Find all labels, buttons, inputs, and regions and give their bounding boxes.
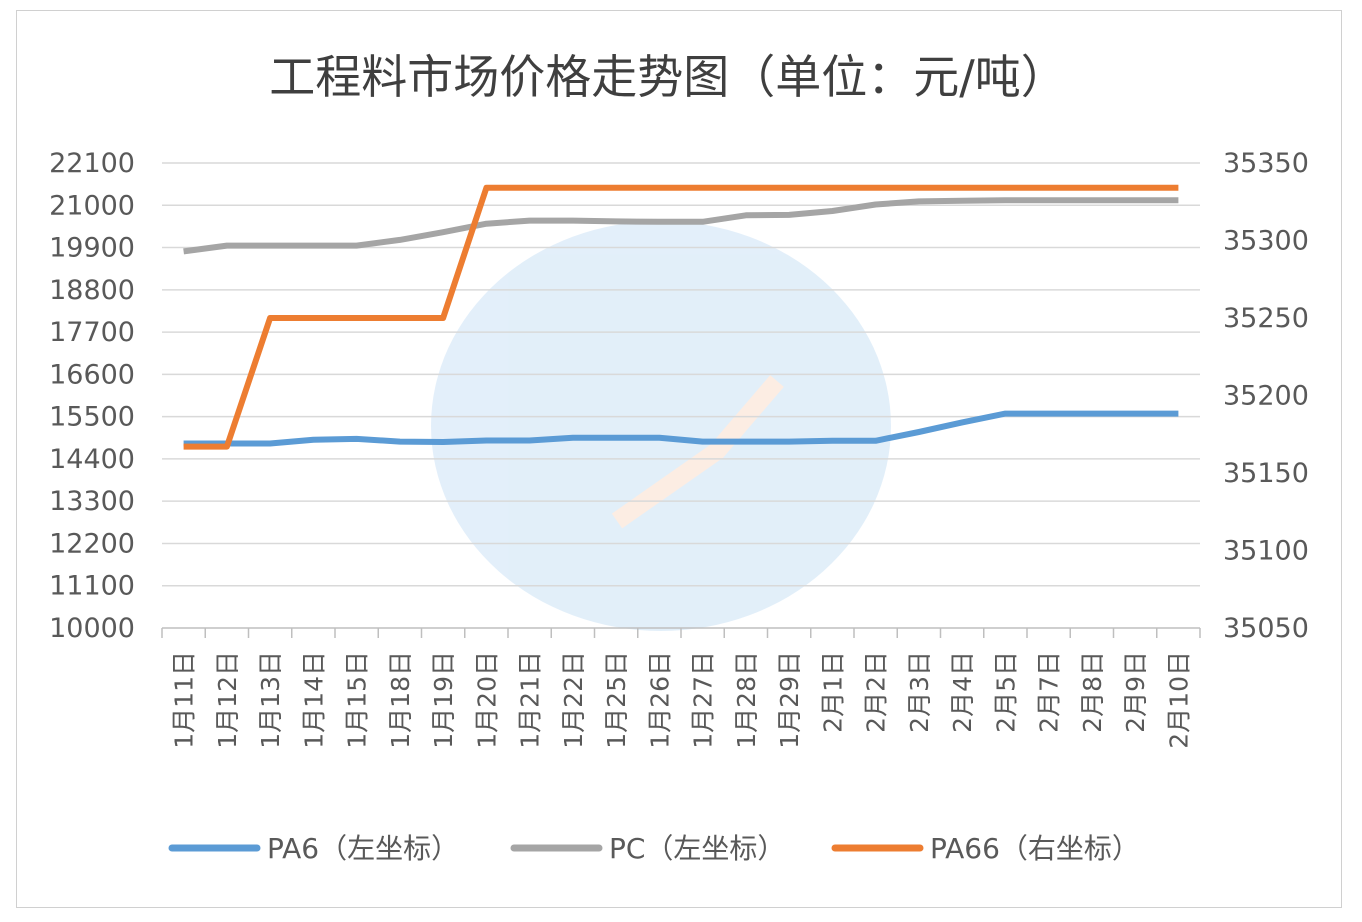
x-tick-label: 1月22日 [559,651,588,749]
x-tick-label: 1月18日 [386,651,415,749]
right-tick-label: 35050 [1223,613,1309,644]
left-tick-label: 11100 [49,571,135,602]
left-axis-ticks: 10000 11100 12200 13300 14400 15500 16600 17700… [49,148,135,644]
left-tick-label: 15500 [49,402,135,433]
x-tick-label: 1月27日 [689,651,718,749]
right-tick-label: 35300 [1223,226,1309,257]
left-tick-label: 19900 [49,233,135,264]
left-tick-label: 14400 [49,444,135,475]
x-tick-label: 1月13日 [256,651,285,749]
right-tick-label: 35100 [1223,536,1309,567]
x-axis: 1月11日 1月12日 1月13日 1月14日 1月15日 1月18日 1月19日 1月20日… [161,628,1201,749]
x-tick-label: 1月21日 [516,651,545,749]
left-tick-label: 16600 [49,359,135,390]
x-tick-label: 2月10日 [1164,651,1193,749]
right-axis-ticks: 35050 35100 35150 35200 35250 35300 35350 [1223,148,1309,644]
chart-title: 工程料市场价格走势图（单位：元/吨） [269,50,1067,104]
x-tick-label: 2月8日 [1078,651,1107,733]
right-tick-label: 35200 [1223,381,1309,412]
left-tick-label: 18800 [49,275,135,306]
x-tick-label: 1月29日 [775,651,804,749]
series-line-2 [183,184,1179,450]
left-tick-label: 21000 [49,190,135,221]
series-line-1 [183,197,1179,255]
x-tick-label: 1月26日 [645,651,674,749]
left-tick-label: 10000 [49,613,135,644]
legend-label-2: PA66（右坐标） [930,832,1140,865]
x-tick-label: 2月7日 [1035,651,1064,733]
x-tick-label: 1月12日 [213,651,242,749]
x-tick-label: 1月11日 [170,651,199,749]
series-layer [183,184,1179,450]
x-tick-label: 1月28日 [732,651,761,749]
left-tick-label: 13300 [49,486,135,517]
left-tick-label: 22100 [49,148,135,179]
legend: PA6（左坐标） PC（左坐标） PA66（右坐标） [168,832,1140,865]
x-tick-label: 1月20日 [472,651,501,749]
x-tick-label: 1月14日 [299,651,328,749]
watermark-logo [431,221,891,631]
right-tick-label: 35250 [1223,303,1309,334]
gridlines [162,162,1200,629]
right-tick-label: 35150 [1223,458,1309,489]
series-line-0 [183,410,1179,447]
x-tick-label: 2月1日 [818,651,847,733]
x-tick-label: 2月2日 [862,651,891,733]
x-tick-label: 2月9日 [1121,651,1150,733]
x-tick-label: 1月25日 [602,651,631,749]
x-tick-label: 2月3日 [905,651,934,733]
price-trend-chart: 工程料市场价格走势图（单位：元/吨） 100001110012200133001… [49,50,1309,865]
right-tick-label: 35350 [1223,148,1309,179]
chart-frame: 工程料市场价格走势图（单位：元/吨） 10000 11100 12200 13300 1… [16,10,1342,908]
legend-label-0: PA6（左坐标） [267,832,459,865]
x-tick-label: 1月15日 [343,651,372,749]
x-tick-label: 2月5日 [991,651,1020,733]
legend-label-1: PC（左坐标） [609,832,785,865]
left-tick-label: 12200 [49,528,135,559]
x-tick-label: 2月4日 [948,651,977,733]
left-tick-label: 17700 [49,317,135,348]
x-tick-label: 1月19日 [429,651,458,749]
